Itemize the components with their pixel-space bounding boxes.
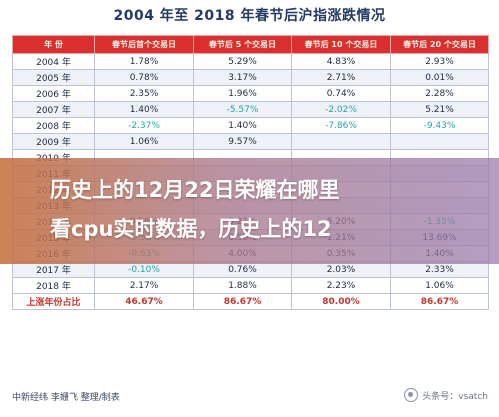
- watermark-logo-icon: [404, 388, 419, 402]
- source-credit: 中新经纬 李姗飞 整理/制表: [12, 393, 120, 403]
- year-cell: 2008 年: [12, 117, 95, 134]
- summary-row: 上涨年份占比 46.67% 86.67% 80.00% 86.67%: [12, 293, 489, 310]
- table-row: 2008 年 -2.37% 1.40% -7.86% -9.43%: [12, 117, 489, 134]
- value-cell: 0.74%: [291, 85, 391, 102]
- header-year: 年 份: [12, 35, 95, 54]
- value-cell: 3.17%: [193, 69, 292, 86]
- value-cell: 5.29%: [193, 53, 292, 70]
- value-cell: -9.43%: [390, 117, 489, 134]
- table-row: 2009 年 1.06% 9.57%: [12, 133, 489, 150]
- value-cell: 1.06%: [390, 277, 489, 294]
- value-cell: 0.01%: [390, 69, 489, 86]
- value-cell: 2.71%: [291, 69, 391, 86]
- value-cell: 1.96%: [193, 85, 292, 102]
- watermark-text: 头条号：vsatch: [422, 391, 488, 402]
- value-cell: 5.21%: [390, 101, 489, 118]
- value-cell: 1.40%: [193, 117, 292, 134]
- year-cell: 2009 年: [12, 133, 95, 150]
- value-cell: 1.88%: [193, 277, 292, 294]
- headline-line-2: 看cpu实时数据，历史上的12: [50, 217, 332, 241]
- summary-value: 46.67%: [94, 293, 194, 310]
- header-day10: 春节后 10 个交易日: [291, 35, 391, 54]
- header-day5: 春节后 5 个交易日: [193, 35, 292, 54]
- value-cell: 2.33%: [390, 261, 489, 278]
- table-row: 2018 年 2.17% 1.88% 2.23% 1.06%: [12, 277, 489, 294]
- summary-value: 80.00%: [291, 293, 391, 310]
- value-cell: 4.83%: [291, 53, 391, 70]
- value-cell: 0.78%: [94, 69, 194, 86]
- table-row: 2004 年 1.78% 5.29% 4.83% 2.93%: [12, 53, 489, 70]
- year-cell: 2004 年: [12, 53, 95, 70]
- table-row: 2006 年 2.35% 1.96% 0.74% 2.28%: [12, 85, 489, 102]
- summary-label: 上涨年份占比: [12, 293, 95, 310]
- value-cell: -0.10%: [94, 261, 194, 278]
- headline-line-1: 历史上的12月22日荣耀在哪里: [50, 178, 340, 202]
- header-day1: 春节后首个交易日: [94, 35, 194, 54]
- watermark: 头条号：vsatch: [404, 388, 488, 402]
- value-cell: 2.17%: [94, 277, 194, 294]
- year-cell: 2007 年: [12, 101, 95, 118]
- value-cell: 1.06%: [94, 133, 194, 150]
- table-row: 2007 年 1.40% -5.57% -2.02% 5.21%: [12, 101, 489, 118]
- year-cell: 2005 年: [12, 69, 95, 86]
- year-cell: 2006 年: [12, 85, 95, 102]
- value-cell: -5.57%: [193, 101, 292, 118]
- value-cell: 1.78%: [94, 53, 194, 70]
- table-header-row: 年 份 春节后首个交易日 春节后 5 个交易日 春节后 10 个交易日 春节后 …: [12, 35, 489, 54]
- value-cell: 2.28%: [390, 85, 489, 102]
- header-day20: 春节后 20 个交易日: [390, 35, 489, 54]
- table-row: 2005 年 0.78% 3.17% 2.71% 0.01%: [12, 69, 489, 86]
- year-cell: 2018 年: [12, 277, 95, 294]
- value-cell: -7.86%: [291, 117, 391, 134]
- value-cell: 9.57%: [193, 133, 292, 150]
- value-cell: 2.93%: [390, 53, 489, 70]
- summary-value: 86.67%: [193, 293, 292, 310]
- value-cell: -2.37%: [94, 117, 194, 134]
- value-cell: 1.40%: [94, 101, 194, 118]
- headline-overlay: [0, 158, 499, 264]
- value-cell: [390, 133, 489, 150]
- table-title: 2004 年至 2018 年春节后沪指涨跌情况: [113, 8, 386, 24]
- value-cell: 2.23%: [291, 277, 391, 294]
- value-cell: 2.35%: [94, 85, 194, 102]
- footer: 中新经纬 李姗飞 整理/制表 头条号：vsatch: [12, 388, 488, 404]
- value-cell: -2.02%: [291, 101, 391, 118]
- value-cell: [291, 133, 391, 150]
- summary-value: 86.67%: [390, 293, 489, 310]
